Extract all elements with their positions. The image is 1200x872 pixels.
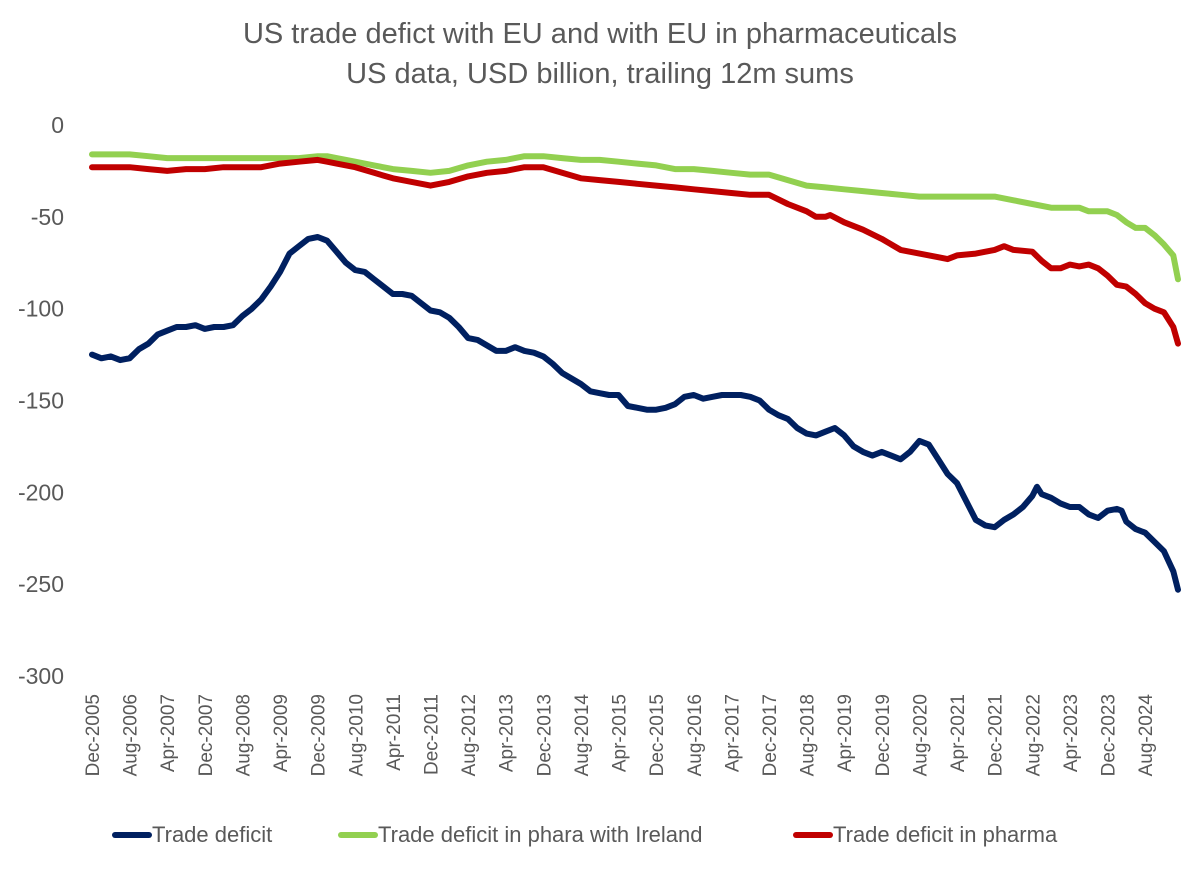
y-tick-label: -300 <box>18 663 64 689</box>
legend-item-pharma: Trade deficit in pharma <box>793 822 1057 848</box>
chart-title: US trade defict with EU and with EU in p… <box>242 18 958 50</box>
x-tick-label: Aug-2020 <box>910 694 931 776</box>
series-line-pharma-ireland <box>89 151 1181 283</box>
legend-item-pharma-ireland: Trade deficit in phara with Ireland <box>338 822 702 848</box>
y-axis: 0 -50 -100 -150 -200 -250 -300 <box>18 112 64 689</box>
x-tick-label: Aug-2022 <box>1023 694 1044 776</box>
y-tick-label: -200 <box>18 479 64 505</box>
chart-subtitle: US data, USD billion, trailing 12m sums <box>346 58 854 90</box>
legend-label-pharma: Trade deficit in pharma <box>833 822 1058 847</box>
x-tick-label: Aug-2006 <box>121 694 142 776</box>
y-tick-label: 0 <box>51 112 64 138</box>
x-tick-label: Dec-2023 <box>1098 694 1119 776</box>
y-tick-label: -50 <box>31 204 64 230</box>
x-tick-label: Aug-2010 <box>346 694 367 776</box>
y-tick-label: -150 <box>18 388 64 414</box>
x-tick-label: Apr-2021 <box>948 694 969 772</box>
x-tick-label: Dec-2009 <box>309 694 330 776</box>
x-tick-label: Aug-2024 <box>1136 694 1157 777</box>
x-tick-label: Dec-2005 <box>83 694 104 776</box>
series-line-pharma <box>89 156 1181 347</box>
series-layer <box>89 151 1181 593</box>
y-tick-label: -250 <box>18 571 64 597</box>
y-tick-label: -100 <box>18 296 64 322</box>
x-tick-label: Dec-2021 <box>986 694 1007 776</box>
x-axis: Dec-2005 Aug-2006 Apr-2007 Dec-2007 Aug-2008… <box>83 694 1157 777</box>
series-line-trade-deficit <box>89 234 1181 593</box>
x-tick-label: Aug-2018 <box>798 694 819 776</box>
x-tick-label: Aug-2016 <box>685 694 706 776</box>
x-tick-label: Apr-2015 <box>610 694 631 772</box>
x-tick-label: Apr-2023 <box>1061 694 1082 772</box>
x-tick-label: Aug-2008 <box>233 694 254 776</box>
x-tick-label: Apr-2019 <box>835 694 856 772</box>
x-tick-label: Dec-2015 <box>647 694 668 776</box>
x-tick-label: Dec-2013 <box>534 694 555 776</box>
x-tick-label: Apr-2011 <box>384 694 405 771</box>
legend-swatch-pharma <box>793 832 833 838</box>
x-tick-label: Dec-2007 <box>196 694 217 776</box>
legend-swatch-pharma-ireland <box>338 832 378 838</box>
legend: Trade deficit Trade deficit in phara wit… <box>0 822 1200 854</box>
x-tick-label: Dec-2011 <box>421 694 442 775</box>
x-tick-label: Apr-2017 <box>722 694 743 772</box>
x-tick-label: Aug-2014 <box>572 694 593 777</box>
x-tick-label: Apr-2009 <box>271 694 292 772</box>
legend-item-trade-deficit: Trade deficit <box>112 822 272 848</box>
legend-label-pharma-ireland: Trade deficit in phara with Ireland <box>378 822 703 847</box>
x-tick-label: Apr-2013 <box>497 694 518 772</box>
x-tick-label: Aug-2012 <box>459 694 480 776</box>
legend-label-trade-deficit: Trade deficit <box>152 822 273 847</box>
x-tick-label: Dec-2017 <box>760 694 781 776</box>
legend-swatch-trade-deficit <box>112 832 152 838</box>
x-tick-label: Dec-2019 <box>873 694 894 776</box>
x-tick-label: Apr-2007 <box>158 694 179 772</box>
